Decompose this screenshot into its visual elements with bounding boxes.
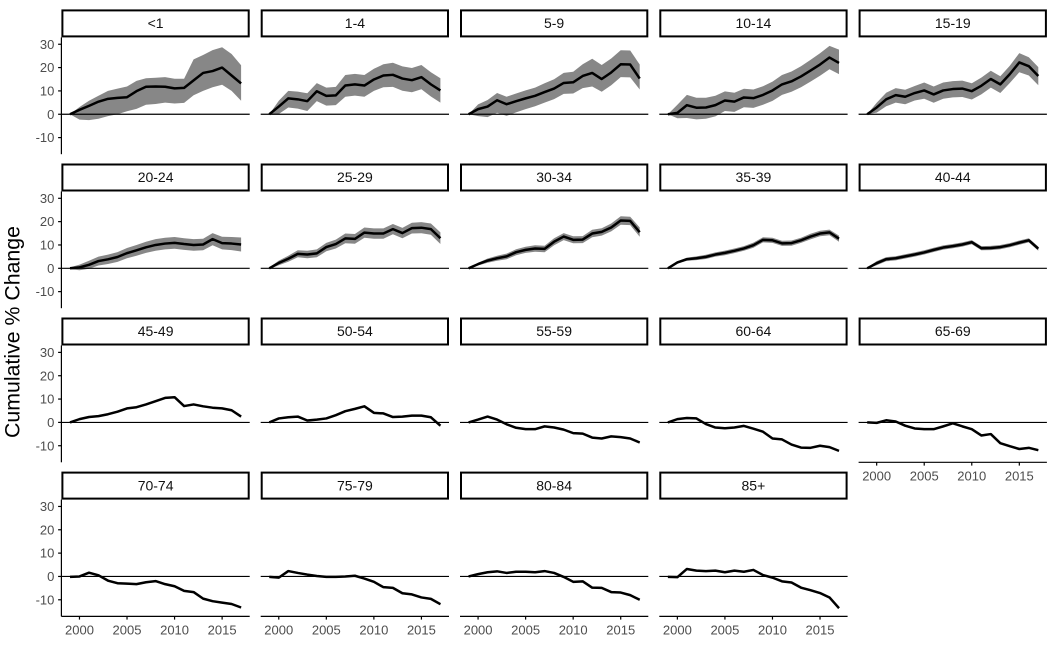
svg-text:0: 0: [47, 415, 54, 430]
svg-text:2005: 2005: [511, 622, 540, 637]
svg-text:<1: <1: [148, 15, 164, 31]
svg-text:15-19: 15-19: [935, 15, 971, 31]
svg-text:80-84: 80-84: [536, 477, 572, 493]
svg-text:30-34: 30-34: [536, 169, 572, 185]
svg-text:60-64: 60-64: [735, 323, 771, 339]
svg-text:20: 20: [40, 522, 54, 537]
svg-text:2000: 2000: [65, 622, 94, 637]
svg-text:2000: 2000: [464, 622, 493, 637]
svg-text:30: 30: [40, 191, 54, 206]
svg-text:2015: 2015: [1005, 468, 1034, 483]
svg-text:20: 20: [40, 368, 54, 383]
svg-text:2015: 2015: [208, 622, 237, 637]
svg-text:0: 0: [47, 261, 54, 276]
svg-text:-10: -10: [36, 592, 55, 607]
svg-text:35-39: 35-39: [735, 169, 771, 185]
svg-text:Cumulative % Change: Cumulative % Change: [1, 226, 25, 438]
svg-text:10-14: 10-14: [735, 15, 771, 31]
svg-text:0: 0: [47, 107, 54, 122]
svg-text:55-59: 55-59: [536, 323, 572, 339]
svg-text:2010: 2010: [758, 622, 787, 637]
svg-text:-10: -10: [36, 130, 55, 145]
svg-text:65-69: 65-69: [935, 323, 971, 339]
svg-text:2010: 2010: [559, 622, 588, 637]
svg-text:2015: 2015: [606, 622, 635, 637]
svg-text:25-29: 25-29: [337, 169, 373, 185]
svg-text:-10: -10: [36, 284, 55, 299]
svg-text:2015: 2015: [407, 622, 436, 637]
svg-text:5-9: 5-9: [544, 15, 564, 31]
svg-text:20: 20: [40, 60, 54, 75]
svg-text:30: 30: [40, 499, 54, 514]
svg-text:50-54: 50-54: [337, 323, 373, 339]
svg-text:2010: 2010: [957, 468, 986, 483]
svg-text:85+: 85+: [742, 477, 766, 493]
svg-text:-10: -10: [36, 438, 55, 453]
svg-text:1-4: 1-4: [345, 15, 365, 31]
svg-text:2000: 2000: [862, 468, 891, 483]
svg-text:2005: 2005: [710, 622, 739, 637]
svg-text:10: 10: [40, 84, 54, 99]
svg-text:10: 10: [40, 392, 54, 407]
svg-text:10: 10: [40, 546, 54, 561]
svg-text:40-44: 40-44: [935, 169, 971, 185]
svg-text:10: 10: [40, 238, 54, 253]
svg-text:2010: 2010: [359, 622, 388, 637]
svg-text:70-74: 70-74: [138, 477, 174, 493]
svg-text:2000: 2000: [663, 622, 692, 637]
svg-text:2015: 2015: [806, 622, 835, 637]
svg-text:0: 0: [47, 569, 54, 584]
svg-text:2005: 2005: [910, 468, 939, 483]
svg-text:2010: 2010: [160, 622, 189, 637]
svg-text:2005: 2005: [312, 622, 341, 637]
svg-text:2005: 2005: [113, 622, 142, 637]
svg-text:20-24: 20-24: [138, 169, 174, 185]
svg-text:45-49: 45-49: [138, 323, 174, 339]
svg-text:75-79: 75-79: [337, 477, 373, 493]
svg-text:2000: 2000: [264, 622, 293, 637]
svg-text:30: 30: [40, 37, 54, 52]
svg-text:30: 30: [40, 345, 54, 360]
svg-text:20: 20: [40, 214, 54, 229]
